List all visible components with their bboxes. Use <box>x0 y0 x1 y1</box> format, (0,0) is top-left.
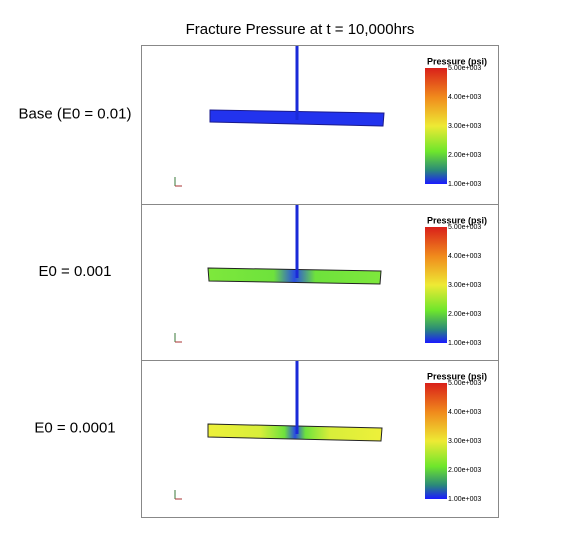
legend-tick-label: 3.00e+003 <box>448 282 481 289</box>
fracture <box>207 267 382 285</box>
legend-tick-label: 3.00e+003 <box>448 123 481 130</box>
legend-tick-label: 1.00e+003 <box>448 340 481 347</box>
legend-tick-label: 5.00e+003 <box>448 380 481 387</box>
legend-tick-label: 2.00e+003 <box>448 311 481 318</box>
legend-tick-label: 4.00e+003 <box>448 409 481 416</box>
legend-title: Pressure (psi) <box>427 371 487 381</box>
legend-tick-label: 4.00e+003 <box>448 253 481 260</box>
legend-tick-label: 5.00e+003 <box>448 65 481 72</box>
legend-tick-label: 1.00e+003 <box>448 181 481 188</box>
legend-tick-label: 1.00e+003 <box>448 496 481 503</box>
legend-tick-label: 2.00e+003 <box>448 467 481 474</box>
figure-title: Fracture Pressure at t = 10,000hrs <box>186 21 415 38</box>
fracture <box>207 423 383 442</box>
legend-tick-label: 4.00e+003 <box>448 94 481 101</box>
legend-tick-label: 3.00e+003 <box>448 438 481 445</box>
panel-label: E0 = 0.0001 <box>34 419 115 436</box>
colorbar <box>425 383 447 499</box>
legend-title: Pressure (psi) <box>427 56 487 66</box>
colorbar <box>425 68 447 184</box>
legend-tick-label: 5.00e+003 <box>448 224 481 231</box>
panel-label: Base (E0 = 0.01) <box>19 105 132 122</box>
panel-label: E0 = 0.001 <box>39 263 112 280</box>
legend-title: Pressure (psi) <box>427 215 487 225</box>
panel-frame <box>141 360 499 518</box>
legend-tick-label: 2.00e+003 <box>448 152 481 159</box>
colorbar <box>425 227 447 343</box>
